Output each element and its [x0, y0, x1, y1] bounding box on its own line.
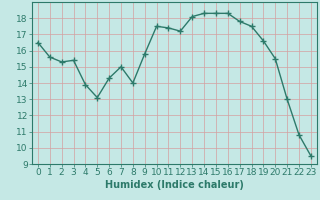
X-axis label: Humidex (Indice chaleur): Humidex (Indice chaleur)	[105, 180, 244, 190]
